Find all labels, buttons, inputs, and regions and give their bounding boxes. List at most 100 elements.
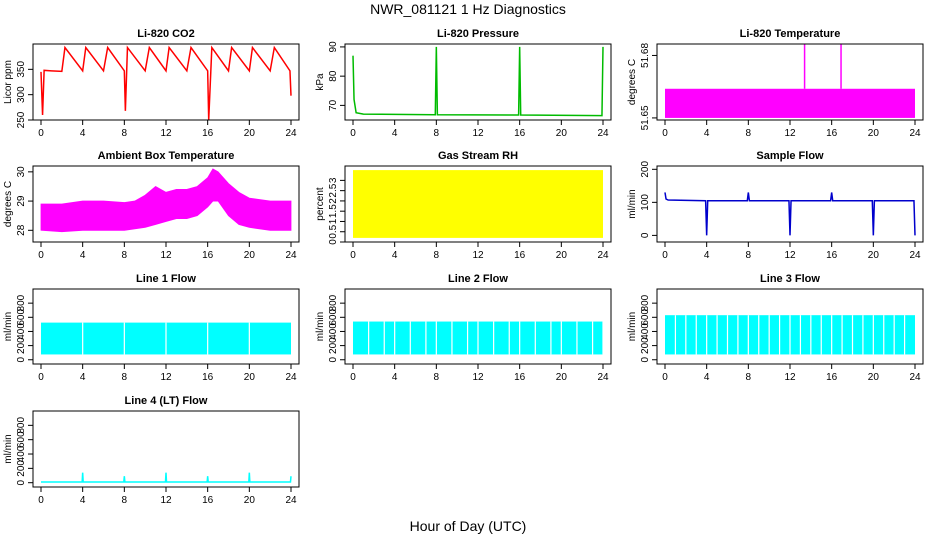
data-series-line [664, 192, 916, 236]
x-tick-label: 20 [868, 128, 880, 139]
x-tick-label: 24 [909, 372, 921, 383]
panel-title: Line 3 Flow [760, 273, 820, 285]
x-tick-label: 4 [80, 250, 86, 261]
x-tick-label: 4 [704, 250, 710, 261]
y-axis-label: Licor ppm [3, 60, 14, 104]
y-tick-label: 0 [640, 357, 651, 363]
y-tick-label: 600 [328, 309, 339, 326]
x-tick-label: 16 [514, 372, 526, 383]
x-tick-label: 16 [514, 250, 526, 261]
y-tick-label: 0 [640, 232, 651, 238]
panel-title: Li-820 CO2 [137, 28, 194, 40]
x-tick-label: 8 [122, 372, 128, 383]
x-tick-label: 4 [80, 372, 86, 383]
panel-title: Ambient Box Temperature [98, 150, 235, 162]
y-axis-label: ml/min [627, 312, 638, 341]
panel-title: Line 4 (LT) Flow [125, 395, 208, 407]
panel-data [40, 168, 292, 233]
x-tick-label: 20 [556, 128, 568, 139]
x-tick-label: 16 [202, 495, 214, 506]
x-tick-label: 4 [80, 128, 86, 139]
chart-panel-8: Line 2 Flow 0 4 8 12 16 20 24 0 200400600800ml/mi… [315, 273, 612, 383]
x-tick-label: 0 [662, 250, 668, 261]
y-tick-label: 200 [16, 337, 27, 354]
x-tick-label: 20 [868, 372, 880, 383]
x-tick-label: 8 [122, 250, 128, 261]
y-axis-label: ml/min [3, 434, 14, 463]
y-tick-label: 400 [16, 323, 27, 340]
y-axis-label: ml/min [627, 189, 638, 218]
data-series-line [40, 45, 292, 120]
x-tick-label: 8 [434, 250, 440, 261]
x-tick-label: 16 [202, 128, 214, 139]
x-tick-label: 8 [746, 372, 752, 383]
x-tick-label: 4 [392, 372, 398, 383]
y-tick-label: 51.65 [640, 105, 651, 130]
x-tick-label: 24 [285, 250, 297, 261]
y-tick-label: 70 [328, 99, 339, 111]
y-tick-label: 0 [328, 239, 339, 245]
x-tick-label: 12 [784, 250, 796, 261]
y-tick-label: 300 [16, 86, 27, 103]
x-tick-label: 12 [784, 372, 796, 383]
y-tick-label: 400 [640, 323, 651, 340]
y-tick-label: 600 [16, 309, 27, 326]
panel-data [664, 192, 916, 236]
y-tick-label: 800 [640, 294, 651, 311]
x-tick-label: 20 [244, 372, 256, 383]
panel-data [665, 44, 915, 118]
x-tick-label: 12 [472, 250, 484, 261]
panel-title: Li-820 Pressure [437, 28, 519, 40]
panel-title: Sample Flow [756, 150, 824, 162]
chart-panel-10: Line 4 (LT) Flow 0 4 8 12 16 20 24 0 200400600800… [3, 395, 300, 506]
y-tick-label: 80 [328, 70, 339, 82]
x-tick-label: 16 [826, 128, 838, 139]
x-tick-label: 8 [434, 128, 440, 139]
panel-title: Line 1 Flow [136, 273, 196, 285]
x-tick-label: 24 [285, 372, 297, 383]
x-tick-label: 0 [350, 372, 356, 383]
x-tick-label: 0 [38, 250, 44, 261]
y-tick-label: 1 [328, 218, 339, 224]
x-tick-label: 4 [392, 250, 398, 261]
y-axis-label: kPa [315, 73, 326, 91]
panel-data [41, 322, 291, 355]
x-tick-label: 20 [244, 128, 256, 139]
y-tick-label: 0 [328, 357, 339, 363]
x-tick-label: 12 [784, 128, 796, 139]
y-axis-label: degrees C [627, 59, 638, 105]
x-tick-label: 12 [160, 495, 172, 506]
panel-data [41, 472, 292, 483]
x-tick-label: 4 [392, 128, 398, 139]
figure-x-axis-label: Hour of Day (UTC) [410, 518, 527, 534]
chart-panel-7: Line 1 Flow 0 4 8 12 16 20 24 0 200400600800ml/mi… [3, 273, 300, 383]
chart-panel-5: Gas Stream RH0 4 8 12 16 20 2400.511.522.53per… [315, 150, 612, 261]
x-tick-label: 0 [350, 128, 356, 139]
y-tick-label: 600 [640, 309, 651, 326]
y-tick-label: 800 [16, 294, 27, 311]
panel-frame [344, 43, 612, 121]
y-tick-label: 200 [640, 161, 651, 178]
y-tick-label: 0 [16, 479, 27, 485]
panel-title: Line 2 Flow [448, 273, 508, 285]
x-tick-label: 20 [556, 372, 568, 383]
chart-panel-3: Li-820 Temperature 0 4 8 12 16 20 24 51.65 51.68d… [627, 28, 924, 139]
x-tick-label: 0 [662, 372, 668, 383]
y-tick-label: 0 [16, 357, 27, 363]
x-tick-label: 24 [597, 372, 609, 383]
y-tick-label: 30 [16, 166, 27, 178]
panel-data [353, 321, 604, 355]
data-band [353, 170, 603, 238]
panel-data [353, 170, 603, 238]
data-envelope [40, 168, 292, 233]
y-tick-label: 90 [328, 41, 339, 53]
y-tick-label: 600 [16, 431, 27, 448]
y-tick-label: 2 [328, 198, 339, 204]
x-tick-label: 20 [556, 250, 568, 261]
x-tick-label: 16 [514, 128, 526, 139]
y-tick-label: 51.68 [640, 43, 651, 68]
y-tick-label: 400 [328, 323, 339, 340]
x-tick-label: 4 [80, 495, 86, 506]
